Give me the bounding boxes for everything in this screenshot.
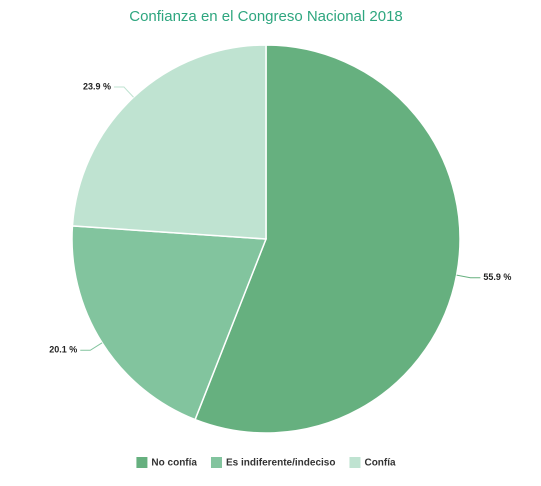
pie-slice <box>194 44 461 434</box>
label-connector <box>456 274 481 279</box>
pie-slice <box>71 44 267 240</box>
legend-marker[interactable] <box>210 457 222 468</box>
chart-title: Confianza en el Congreso Nacional 2018 <box>129 8 403 25</box>
data-label: 55.9 % <box>483 272 511 282</box>
label-connector <box>113 86 134 98</box>
data-label: 20.1 % <box>49 345 77 355</box>
data-label: 23.9 % <box>83 81 111 91</box>
legend-label[interactable]: Confía <box>364 458 396 469</box>
legend-label[interactable]: Es indiferente/indeciso <box>226 458 335 469</box>
legend-marker[interactable] <box>136 457 148 468</box>
legend-label[interactable]: No confía <box>151 458 197 469</box>
label-connector <box>80 342 103 351</box>
legend-marker[interactable] <box>349 457 361 468</box>
